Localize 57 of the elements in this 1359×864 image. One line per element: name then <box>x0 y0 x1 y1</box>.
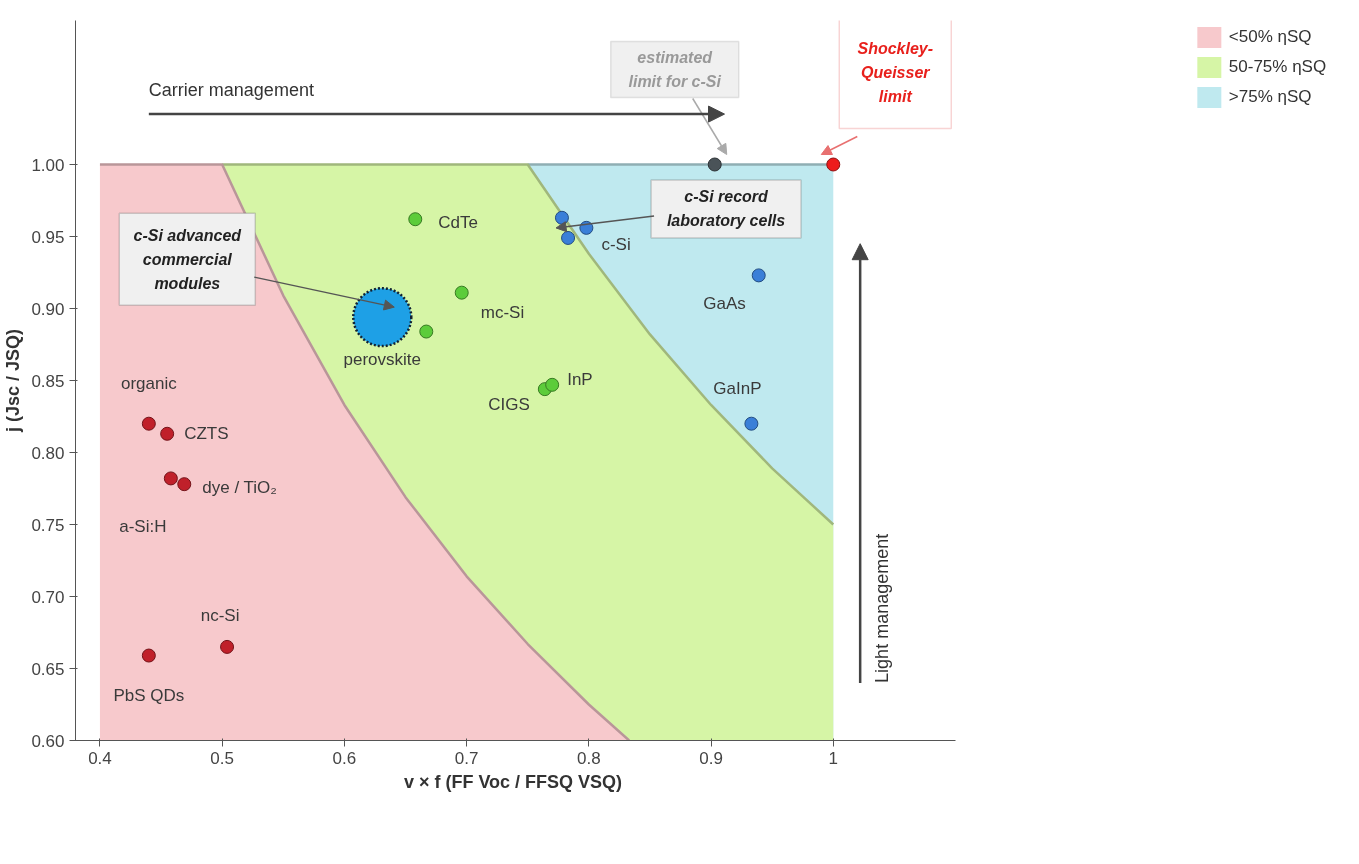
annotation: GaInP <box>713 379 762 399</box>
annotation: CZTS <box>184 424 229 444</box>
point <box>707 157 722 172</box>
annotation: c-Si <box>601 235 631 255</box>
annotation: GaAs <box>703 293 746 313</box>
annotation: a-Si:H <box>119 516 167 536</box>
annotation: dye / TiO₂ <box>202 477 277 497</box>
point <box>141 648 156 663</box>
x-tick-label: 0.9 <box>699 748 723 768</box>
legend-label: <50% ηSQ <box>1228 27 1312 47</box>
y-tick-label: 0.60 <box>31 731 65 751</box>
point <box>826 157 841 172</box>
point <box>141 416 156 431</box>
y-tick-label: 1.00 <box>31 155 65 175</box>
point <box>554 210 569 225</box>
x-axis-title: v × f (FF Voc / FFSQ VSQ) <box>403 771 623 792</box>
y-tick-label: 0.65 <box>31 659 65 679</box>
annotation: c-Si advanced commercial modules <box>133 226 243 292</box>
y-tick-label: 0.95 <box>31 227 65 247</box>
y-tick-label: 0.80 <box>31 443 65 463</box>
y-tick-label: 0.75 <box>31 515 65 535</box>
annotation: PbS QDs <box>113 686 185 706</box>
point <box>545 377 560 392</box>
y-tick-label: 0.90 <box>31 299 65 319</box>
point <box>220 639 235 654</box>
point <box>160 426 175 441</box>
x-tick-label: 0.4 <box>88 748 112 768</box>
annotation: estimated limit for c-Si <box>628 49 722 90</box>
y-axis-title: j (Jsc / JSQ) <box>3 328 24 434</box>
annotation: mc-Si <box>480 303 525 323</box>
annotation: nc-Si <box>200 606 240 626</box>
annotation: CdTe <box>438 212 478 232</box>
point <box>177 477 192 492</box>
x-tick-label: 0.6 <box>332 748 357 768</box>
y-tick-label: 0.85 <box>31 371 65 391</box>
annotation: InP <box>567 370 593 390</box>
point <box>408 212 423 227</box>
annotation: c-Si record laboratory cells <box>666 188 786 230</box>
legend-label: 50-75% ηSQ <box>1228 57 1327 77</box>
point <box>744 416 759 431</box>
point <box>561 230 576 245</box>
legend-label: >75% ηSQ <box>1228 87 1312 107</box>
annotation: organic <box>120 374 178 394</box>
annotation: CIGS <box>488 394 530 414</box>
y-tick-label: 0.70 <box>31 587 65 607</box>
annotation: Shockley-Queisser limit <box>857 40 934 105</box>
point <box>163 471 178 486</box>
annotation: perovskite <box>343 349 422 369</box>
point <box>454 285 469 300</box>
annotation: Carrier management <box>148 80 314 101</box>
x-tick-label: 1 <box>828 748 839 768</box>
annotation: Light management <box>872 533 893 683</box>
point <box>751 268 766 283</box>
x-tick-label: 0.5 <box>210 748 234 768</box>
point <box>419 324 434 339</box>
x-tick-label: 0.8 <box>577 748 601 768</box>
x-tick-label: 0.7 <box>454 748 479 768</box>
